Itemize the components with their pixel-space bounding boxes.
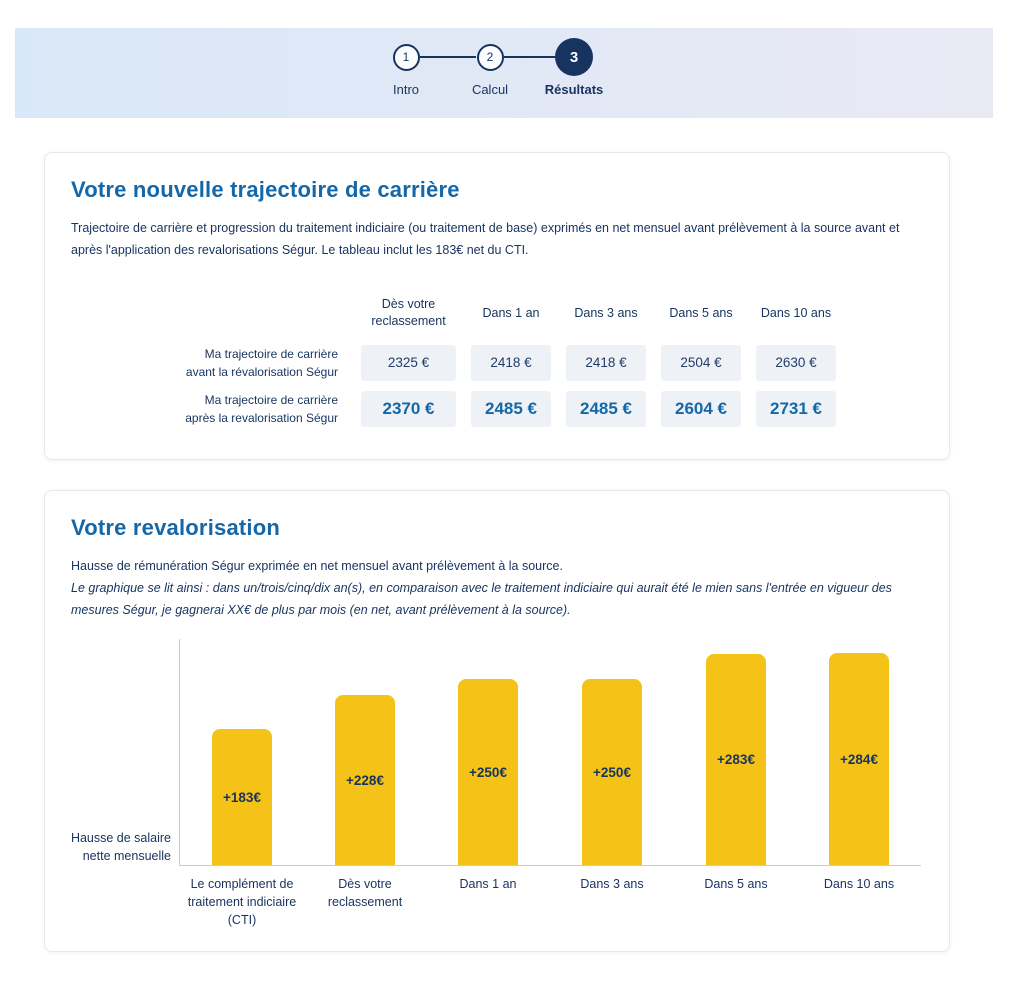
- table-column-header: Dans 3 ans: [574, 305, 638, 320]
- x-axis-tick-label: Le complément de traitement indiciaire (…: [187, 877, 297, 928]
- y-axis-label: Hausse de salaire nette mensuelle: [70, 831, 171, 864]
- table-cell-value: 2485 €: [471, 390, 551, 427]
- table-column-header: Dès votre reclassement: [371, 296, 446, 329]
- x-axis-tick-label: Dès votre reclassement: [327, 877, 403, 910]
- revalorisation-description-italic: Le graphique se lit ainsi : dans un/troi…: [71, 580, 892, 617]
- revalorisation-card: Votre revalorisation Hausse de rémunérat…: [44, 490, 950, 952]
- step-label-calcul: Calcul: [471, 82, 509, 97]
- x-axis-tick-label: Dans 1 an: [459, 877, 517, 891]
- table-column-header: Dans 10 ans: [760, 305, 832, 320]
- chart-bar-value-label: +283€: [717, 752, 755, 767]
- chart-bar: +183€: [212, 729, 272, 865]
- table-cell-value: 2485 €: [566, 390, 646, 427]
- table-row-label: Ma trajectoire de carrière avant la réval…: [185, 346, 338, 379]
- career-table: Dès votre reclassement Dans 1 an Dans 3 an…: [71, 296, 923, 427]
- table-cell-value: 2731 €: [756, 390, 836, 427]
- step-circle-3[interactable]: 3: [555, 38, 593, 76]
- table-row: Ma trajectoire de carrière avant la réval…: [71, 344, 923, 381]
- table-cell-value: 2418 €: [471, 344, 551, 381]
- step-circle-2[interactable]: 2: [476, 43, 504, 71]
- stepper-connector-1: [420, 56, 476, 58]
- chart-bar-value-label: +250€: [469, 764, 507, 780]
- career-card-description: Trajectoire de carrière et progression d…: [71, 221, 900, 257]
- table-cell-value: 2604 €: [661, 390, 741, 427]
- chart-bar: +228€: [335, 695, 395, 865]
- stepper: 1 Intro 2 Calcul 3 Résultats: [364, 38, 616, 97]
- chart-bar: +250€: [582, 679, 642, 865]
- step-resultats[interactable]: 3 Résultats: [532, 38, 616, 97]
- career-table-header: Dès votre reclassement Dans 1 an Dans 3 an…: [71, 296, 923, 331]
- career-card-title: Votre nouvelle trajectoire de carrière: [71, 177, 460, 202]
- table-cell-value: 2418 €: [566, 344, 646, 381]
- revalorisation-card-title: Votre revalorisation: [71, 515, 280, 540]
- step-calcul[interactable]: 2 Calcul: [448, 38, 532, 97]
- stepper-connector-2: [504, 56, 555, 58]
- table-cell-value: 2370 €: [361, 390, 456, 427]
- career-trajectory-card: Votre nouvelle trajectoire de carrière T…: [44, 152, 950, 460]
- step-label-intro: Intro: [392, 82, 419, 97]
- chart-bar-value-label: +183€: [223, 789, 261, 805]
- chart-bar-value-label: +250€: [593, 764, 631, 780]
- revalorisation-bar-chart: Hausse de salaire nette mensuelle +183€ L…: [45, 491, 949, 951]
- chart-bar: +283€: [706, 654, 766, 865]
- x-axis-tick-label: Dans 3 ans: [580, 877, 644, 891]
- step-label-resultats: Résultats: [544, 82, 604, 97]
- chart-bar: +250€: [458, 679, 518, 865]
- x-axis-line: [179, 865, 921, 866]
- chart-bar-value-label: +228€: [346, 772, 384, 788]
- table-column-header: Dans 1 an: [482, 305, 540, 320]
- revalorisation-description: Hausse de rémunération Ségur exprimée en…: [71, 559, 563, 573]
- step-intro[interactable]: 1 Intro: [364, 38, 448, 97]
- table-cell-value: 2630 €: [756, 344, 836, 381]
- table-cell-value: 2504 €: [661, 344, 741, 381]
- stepper-band: 1 Intro 2 Calcul 3 Résultats: [15, 28, 993, 118]
- y-axis-line: [179, 639, 180, 865]
- x-axis-tick-label: Dans 5 ans: [704, 877, 768, 891]
- step-circle-1[interactable]: 1: [392, 43, 420, 71]
- table-row-label: Ma trajectoire de carrière après la reval…: [185, 392, 338, 425]
- table-row: Ma trajectoire de carrière après la reval…: [71, 390, 923, 427]
- table-cell-value: 2325 €: [361, 344, 456, 381]
- table-column-header: Dans 5 ans: [669, 305, 733, 320]
- x-axis-tick-label: Dans 10 ans: [823, 877, 895, 891]
- chart-bar-value-label: +284€: [840, 751, 878, 767]
- chart-bar: +284€: [829, 653, 889, 865]
